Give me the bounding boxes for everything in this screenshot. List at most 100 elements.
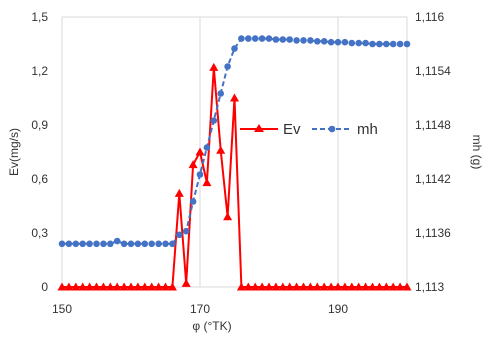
- point-ev-15: [161, 282, 170, 291]
- series-layer: [57, 35, 412, 291]
- point-mh-40: [334, 38, 342, 46]
- point-mh-28: [251, 35, 259, 42]
- point-mh-7: [107, 240, 114, 248]
- point-ev-16: [167, 282, 177, 291]
- point-mh-15: [162, 240, 169, 248]
- point-mh-0: [58, 240, 66, 248]
- point-ev-24: [223, 212, 233, 221]
- point-ev-7: [105, 282, 115, 291]
- left-tick-label-3: 0,9: [31, 118, 48, 132]
- point-mh-9: [120, 240, 128, 248]
- point-mh-6: [100, 240, 107, 248]
- point-mh-31: [272, 36, 280, 43]
- point-ev-41: [340, 282, 350, 291]
- point-mh-14: [155, 240, 162, 248]
- right-axis-title: mh (g): [470, 135, 484, 170]
- point-ev-49: [395, 282, 405, 291]
- point-ev-17: [174, 188, 184, 197]
- point-ev-2: [71, 282, 81, 291]
- point-ev-35: [299, 282, 308, 291]
- point-mh-39: [327, 38, 335, 46]
- point-ev-9: [119, 282, 129, 291]
- point-mh-26: [238, 35, 245, 42]
- x-tick-label-1: 170: [190, 302, 210, 316]
- point-ev-47: [381, 282, 391, 291]
- point-mh-27: [245, 35, 252, 42]
- point-ev-33: [285, 282, 295, 291]
- point-mh-41: [341, 38, 349, 46]
- point-ev-36: [305, 282, 315, 291]
- point-ev-4: [85, 282, 95, 291]
- x-tick-label-2: 190: [328, 302, 348, 316]
- point-ev-26: [236, 282, 246, 291]
- legend-mh-marker: [328, 125, 336, 133]
- point-mh-4: [86, 240, 93, 248]
- x-tick-label-0: 150: [52, 302, 72, 316]
- left-tick-label-1: 0,3: [31, 226, 48, 240]
- point-ev-12: [140, 282, 150, 291]
- point-mh-5: [93, 240, 100, 248]
- point-ev-37: [312, 282, 322, 291]
- point-mh-23: [217, 90, 224, 97]
- point-mh-32: [279, 36, 287, 43]
- legend-ev-label: Ev: [283, 121, 301, 138]
- point-ev-18: [181, 278, 191, 287]
- legend-mh-label: mh: [357, 121, 378, 138]
- point-mh-36: [307, 37, 314, 44]
- right-tick-label-5: 1,116: [415, 10, 444, 24]
- point-ev-28: [250, 282, 260, 291]
- point-mh-3: [79, 240, 86, 248]
- legend: Ev mh: [240, 121, 378, 138]
- point-ev-29: [257, 282, 267, 291]
- point-ev-50: [402, 282, 412, 291]
- point-mh-10: [127, 240, 135, 248]
- left-tick-label-5: 1,5: [31, 10, 48, 24]
- point-ev-13: [147, 282, 157, 291]
- point-mh-47: [383, 40, 390, 48]
- point-ev-38: [319, 282, 329, 291]
- point-ev-25: [230, 93, 239, 102]
- point-ev-5: [92, 282, 101, 291]
- point-mh-25: [231, 45, 238, 52]
- point-ev-31: [271, 282, 281, 291]
- point-mh-17: [176, 231, 183, 239]
- point-mh-46: [376, 40, 383, 48]
- right-tick-label-2: 1,1142: [415, 172, 451, 186]
- point-mh-13: [148, 240, 155, 248]
- right-tick-label-3: 1,1148: [415, 118, 451, 132]
- point-mh-12: [141, 240, 149, 248]
- point-mh-45: [369, 40, 376, 48]
- point-mh-21: [203, 144, 211, 151]
- point-mh-43: [355, 39, 363, 47]
- x-axis-title: φ (°TK): [192, 319, 231, 333]
- point-mh-30: [265, 35, 273, 42]
- point-ev-8: [112, 282, 122, 291]
- point-ev-32: [278, 282, 288, 291]
- right-tick-label-4: 1,1154: [415, 64, 451, 78]
- point-mh-8: [113, 237, 121, 245]
- point-ev-6: [98, 282, 108, 291]
- point-ev-1: [64, 282, 74, 291]
- point-ev-27: [243, 282, 253, 291]
- series-ev: [57, 62, 412, 291]
- point-ev-39: [326, 282, 336, 291]
- plot-area-border: [61, 16, 408, 288]
- point-mh-38: [320, 38, 328, 45]
- point-mh-20: [196, 171, 204, 178]
- point-mh-11: [134, 240, 142, 248]
- point-ev-22: [209, 62, 219, 71]
- point-ev-0: [57, 282, 67, 291]
- point-mh-44: [362, 39, 369, 47]
- point-mh-34: [293, 37, 300, 44]
- point-ev-30: [264, 282, 274, 291]
- point-ev-44: [361, 282, 371, 291]
- point-mh-48: [389, 40, 397, 48]
- legend-ev-marker: [254, 124, 264, 132]
- point-mh-19: [189, 198, 197, 205]
- point-mh-29: [258, 35, 266, 42]
- point-mh-42: [348, 39, 356, 47]
- point-mh-49: [396, 40, 404, 48]
- point-mh-1: [65, 240, 73, 248]
